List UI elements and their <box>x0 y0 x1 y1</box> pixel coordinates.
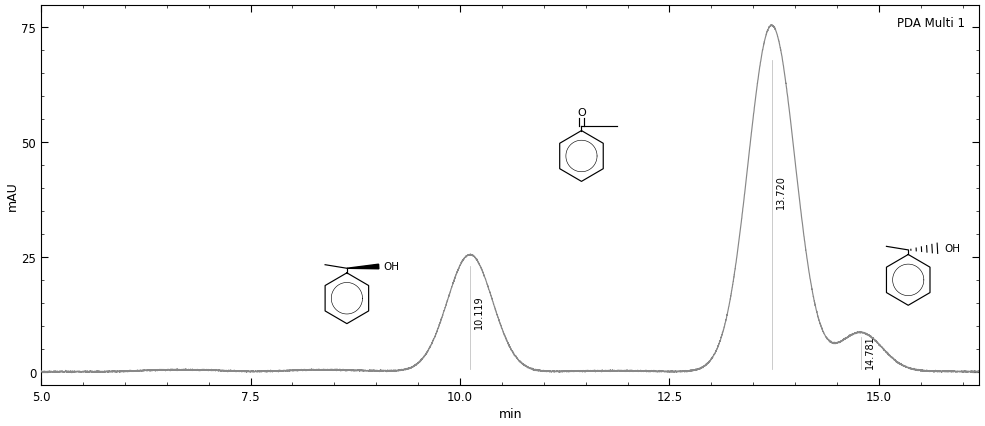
Text: O: O <box>577 108 586 118</box>
Text: OH: OH <box>383 262 399 272</box>
X-axis label: min: min <box>498 408 522 420</box>
Text: 13.720: 13.720 <box>776 175 786 209</box>
Y-axis label: mAU: mAU <box>6 181 19 210</box>
Text: OH: OH <box>945 244 960 253</box>
Text: 14.781: 14.781 <box>865 335 875 368</box>
Polygon shape <box>347 265 379 269</box>
Text: PDA Multi 1: PDA Multi 1 <box>897 17 965 30</box>
Text: 10.119: 10.119 <box>474 294 485 328</box>
